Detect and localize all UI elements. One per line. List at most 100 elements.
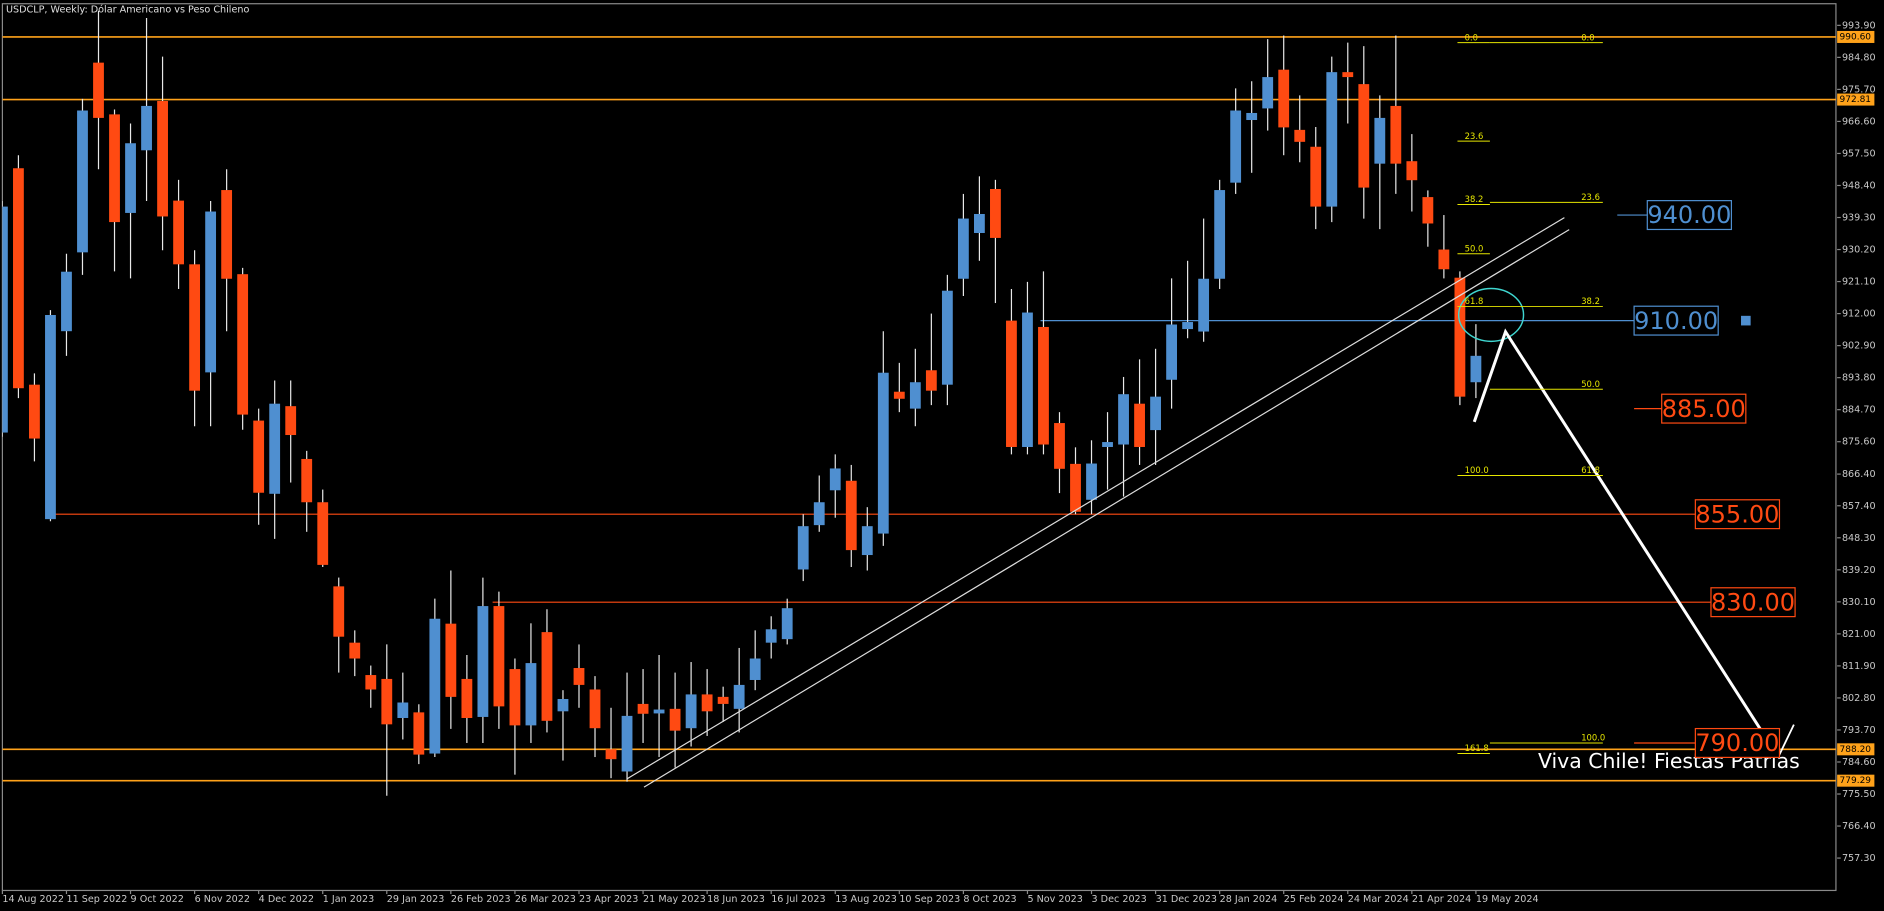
candle-body — [813, 502, 825, 526]
candle-body — [781, 608, 793, 640]
candle-body — [749, 658, 761, 680]
y-tick-label: 930.20 — [1842, 245, 1876, 256]
x-tick-label: 31 Dec 2023 — [1156, 894, 1217, 905]
candle-body — [413, 712, 425, 755]
y-tick-label: 784.60 — [1842, 757, 1876, 768]
candle-body — [1214, 190, 1226, 279]
candle-body — [1390, 105, 1402, 164]
level-tag — [1837, 93, 1875, 106]
candle-body — [45, 315, 56, 520]
candle-body — [317, 502, 329, 565]
x-tick-label: 3 Dec 2023 — [1092, 894, 1147, 905]
candle-body — [1262, 77, 1274, 109]
fib-label: 50.0 — [1465, 243, 1484, 253]
candle-body — [525, 663, 537, 726]
candle-body — [717, 696, 729, 704]
candle-body — [957, 218, 969, 279]
candle-body — [1374, 117, 1386, 164]
candle-body — [1294, 129, 1306, 142]
fib-label: 50.0 — [1581, 379, 1600, 389]
y-tick-label: 921.10 — [1842, 277, 1876, 288]
candle-body — [237, 274, 249, 415]
level-label: 788.20 — [1840, 745, 1872, 755]
candle-body — [1198, 278, 1210, 332]
candle-body — [1246, 112, 1258, 121]
x-tick-label: 26 Feb 2023 — [451, 894, 511, 905]
fib-label: 100.0 — [1581, 733, 1605, 743]
fib-label: 23.6 — [1465, 131, 1484, 141]
drawings-layer — [626, 217, 1795, 788]
x-tick-label: 26 Mar 2023 — [515, 894, 576, 905]
y-tick-label: 966.60 — [1842, 116, 1876, 127]
x-tick-label: 25 Feb 2024 — [1284, 894, 1344, 905]
candle-body — [365, 675, 377, 690]
candle-body — [589, 689, 601, 729]
y-tick-label: 757.30 — [1842, 853, 1876, 864]
candle-body — [893, 391, 905, 399]
y-tick-label: 902.90 — [1842, 341, 1876, 352]
x-tick-label: 1 Jan 2023 — [323, 894, 375, 905]
fib-label: 61.8 — [1465, 296, 1484, 306]
y-tick-label: 811.90 — [1842, 661, 1876, 672]
target-label: 830.00 — [1711, 588, 1795, 616]
y-tick-label: 893.80 — [1842, 373, 1876, 384]
candle-body — [173, 200, 184, 265]
target-box — [1633, 305, 1719, 336]
candle-body — [1470, 355, 1482, 383]
candle-body — [701, 694, 713, 712]
channel-line — [643, 229, 1570, 788]
projection-arrow — [1472, 328, 1780, 758]
candle-body — [1070, 463, 1081, 512]
candle-body — [621, 715, 633, 772]
level-tag — [1837, 774, 1875, 787]
candle-body — [605, 749, 617, 760]
x-tick-label: 11 Sep 2022 — [66, 894, 127, 905]
candle-body — [1358, 84, 1370, 188]
candle-body — [29, 384, 40, 439]
candle-body — [797, 526, 809, 570]
level-label: 990.60 — [1840, 32, 1872, 42]
candle-body — [429, 618, 441, 754]
candle-body — [381, 678, 393, 725]
candle-body — [1406, 161, 1418, 181]
candle-body — [1438, 249, 1450, 270]
candle-body — [733, 684, 745, 709]
candles-layer — [2, 10, 1482, 796]
fib-label: 61.8 — [1581, 465, 1600, 475]
candle-body — [973, 213, 985, 233]
x-tick-label: 10 Sep 2023 — [899, 894, 960, 905]
candle-body — [1422, 197, 1434, 224]
candle-body — [445, 623, 457, 697]
x-tick-label: 29 Jan 2023 — [387, 894, 445, 905]
fib-label: 100.0 — [1465, 465, 1489, 475]
x-tick-label: 8 Oct 2023 — [963, 894, 1016, 905]
x-tick-label: 28 Jan 2024 — [1220, 894, 1278, 905]
target-box — [1661, 393, 1747, 424]
candle-body — [925, 370, 937, 391]
candle-body — [1342, 72, 1354, 78]
candle-body — [1006, 320, 1017, 447]
fib-label: 23.6 — [1581, 192, 1600, 202]
target-label: 910.00 — [1634, 307, 1718, 335]
candle-body — [990, 189, 1001, 238]
target-label: 940.00 — [1647, 201, 1731, 229]
y-tick-label: 884.70 — [1842, 405, 1876, 416]
candle-body — [301, 458, 313, 503]
candle-body — [77, 110, 88, 253]
axis-layer: 993.90 984.80 975.70 966.60 957.50 948.40 939.… — [1, 20, 1876, 905]
candle-body — [269, 403, 281, 494]
candle-body — [557, 698, 569, 712]
fib-label: 38.2 — [1581, 296, 1600, 306]
candle-body — [189, 264, 201, 391]
target-box — [1646, 200, 1733, 231]
candle-body — [685, 694, 697, 729]
candle-body — [61, 271, 72, 332]
candle-body — [1454, 277, 1466, 397]
candle-body — [653, 709, 665, 714]
y-tick-label: 821.00 — [1842, 629, 1876, 640]
candle-body — [941, 290, 953, 385]
y-tick-label: 775.50 — [1842, 789, 1876, 800]
candle-body — [861, 526, 873, 556]
